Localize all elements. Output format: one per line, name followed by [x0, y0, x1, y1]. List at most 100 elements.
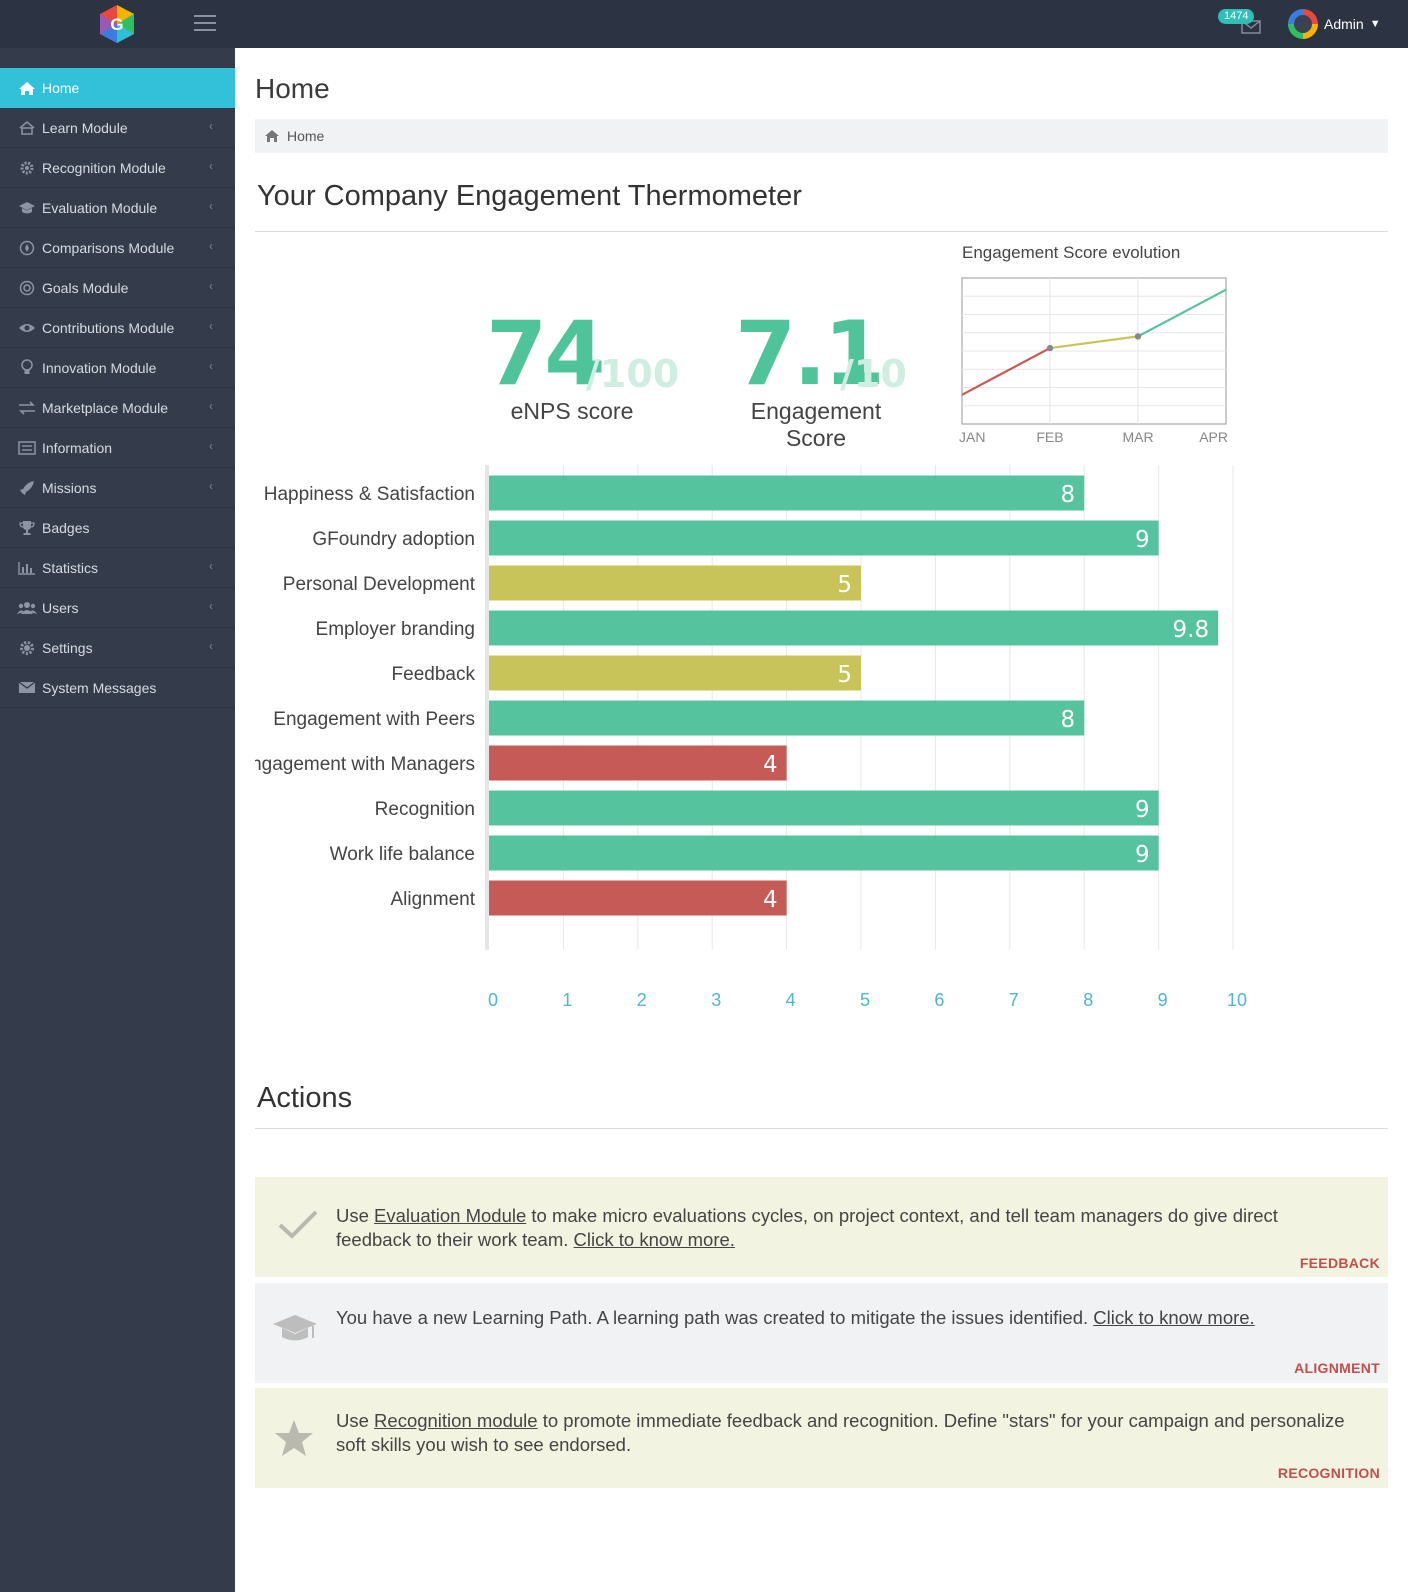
bar-value-label: 9 — [1135, 527, 1150, 553]
sidebar-item-missions[interactable]: Missions ‹ — [0, 468, 235, 508]
x-tick-label: 7 — [1009, 990, 1019, 1010]
sidebar-item-information[interactable]: Information ‹ — [0, 428, 235, 468]
engagement-bar-chart: 8 Happiness & Satisfaction 9 GFoundry adopt… — [255, 465, 1247, 1010]
bar — [489, 745, 787, 781]
chevron-left-icon: ‹ — [209, 199, 213, 213]
bar — [489, 565, 861, 601]
evolution-chart-title: Engagement Score evolution — [962, 243, 1181, 262]
home-icon — [265, 130, 279, 142]
list-icon — [17, 440, 37, 456]
category-label: Personal Development — [283, 574, 476, 595]
chevron-left-icon: ‹ — [209, 279, 213, 293]
y-axis — [485, 465, 489, 950]
bar — [489, 700, 1085, 736]
know-more-link[interactable]: Click to know more. — [1093, 1307, 1255, 1328]
avatar — [1288, 9, 1318, 39]
action-card-feedback: Use Evaluation Module to make micro eval… — [255, 1177, 1388, 1277]
sidebar-item-label: Innovation Module — [42, 359, 157, 376]
home-outline-icon — [17, 120, 37, 136]
sidebar-item-label: Recognition Module — [42, 159, 166, 176]
sidebar-item-settings[interactable]: Settings ‹ — [0, 628, 235, 668]
action-tag: RECOGNITION — [1277, 1465, 1380, 1481]
bar — [489, 790, 1159, 826]
divider — [255, 231, 1388, 232]
users-icon — [17, 600, 37, 616]
sidebar-item-home[interactable]: Home — [0, 68, 235, 108]
category-label: Feedback — [392, 664, 476, 685]
evaluation-module-link[interactable]: Evaluation Module — [374, 1205, 527, 1226]
recognition-module-link[interactable]: Recognition module — [374, 1410, 538, 1431]
chevron-left-icon: ‹ — [209, 119, 213, 133]
engagement-value: 7.1 — [735, 302, 885, 405]
sidebar-item-learn-module[interactable]: Learn Module ‹ — [0, 108, 235, 148]
line-segment — [961, 347, 1051, 396]
sidebar-item-users[interactable]: Users ‹ — [0, 588, 235, 628]
eye-icon — [17, 320, 37, 336]
chevron-down-icon: ▼ — [1369, 18, 1381, 30]
x-tick-label: 5 — [860, 990, 870, 1010]
line-segment — [1137, 288, 1227, 338]
bar-value-label: 8 — [1061, 707, 1076, 733]
chevron-left-icon: ‹ — [209, 639, 213, 653]
action-tag: ALIGNMENT — [1294, 1360, 1380, 1376]
category-label: Recognition — [375, 799, 475, 820]
sidebar-item-goals-module[interactable]: Goals Module ‹ — [0, 268, 235, 308]
gear-icon — [17, 160, 37, 176]
home-icon — [17, 80, 37, 96]
sidebar-item-label: Information — [42, 439, 113, 456]
sidebar-item-evaluation-module[interactable]: Evaluation Module ‹ — [0, 188, 235, 228]
breadcrumb-home-link[interactable]: Home — [287, 128, 325, 144]
divider — [255, 1128, 1388, 1129]
bar — [489, 610, 1219, 646]
x-tick-label: MAR — [1122, 429, 1153, 445]
action-text: Use Evaluation Module to make micro eval… — [336, 1205, 1278, 1250]
data-point — [1134, 333, 1142, 340]
message-count-badge[interactable]: 1474 — [1218, 9, 1255, 24]
bar — [489, 520, 1159, 556]
x-tick-label: JAN — [959, 429, 985, 445]
bar — [489, 655, 861, 691]
sidebar-item-label: Comparisons Module — [42, 239, 175, 256]
sidebar-item-label: Missions — [42, 479, 97, 496]
chevron-left-icon: ‹ — [209, 479, 213, 493]
star-icon — [275, 1420, 313, 1456]
page-title: Home — [255, 73, 330, 104]
x-tick-label: 6 — [934, 990, 944, 1010]
bar-value-label: 4 — [763, 752, 778, 778]
envelope-icon — [17, 680, 37, 696]
know-more-link[interactable]: Click to know more. — [573, 1229, 735, 1250]
x-tick-label: 10 — [1227, 990, 1247, 1010]
sidebar-item-contributions-module[interactable]: Contributions Module ‹ — [0, 308, 235, 348]
sidebar-item-label: Statistics — [42, 559, 99, 576]
svg-text:G: G — [110, 15, 123, 34]
bar-value-label: 8 — [1061, 482, 1076, 508]
sidebar-item-comparisons-module[interactable]: Comparisons Module ‹ — [0, 228, 235, 268]
x-tick-label: 3 — [711, 990, 721, 1010]
enps-value: 74 — [486, 302, 605, 405]
breadcrumb: Home — [255, 119, 1388, 153]
sidebar-item-badges[interactable]: Badges — [0, 508, 235, 548]
bar-value-label: 9 — [1135, 842, 1150, 868]
sidebar-item-label: Settings — [42, 639, 93, 656]
line-segment — [1049, 335, 1139, 350]
sidebar-item-label: Learn Module — [42, 119, 128, 136]
bar-value-label: 5 — [837, 662, 852, 688]
sidebar-item-system-messages[interactable]: System Messages — [0, 668, 235, 708]
actions-title: Actions — [257, 1082, 353, 1114]
app-logo[interactable]: G — [98, 4, 136, 44]
sidebar-item-marketplace-module[interactable]: Marketplace Module ‹ — [0, 388, 235, 428]
sidebar-item-label: Badges — [42, 519, 90, 536]
sidebar-item-innovation-module[interactable]: Innovation Module ‹ — [0, 348, 235, 388]
sidebar-item-label: Users — [42, 599, 79, 616]
sidebar-item-statistics[interactable]: Statistics ‹ — [0, 548, 235, 588]
sidebar-item-label: Evaluation Module — [42, 199, 158, 216]
user-menu[interactable]: Admin ▼ — [1288, 9, 1381, 39]
sidebar-item-recognition-module[interactable]: Recognition Module ‹ — [0, 148, 235, 188]
user-name: Admin — [1324, 16, 1364, 32]
chevron-left-icon: ‹ — [209, 599, 213, 613]
x-tick-label: 4 — [786, 990, 796, 1010]
category-label: Happiness & Satisfaction — [264, 484, 475, 505]
menu-toggle-icon[interactable] — [194, 15, 216, 31]
chevron-left-icon: ‹ — [209, 159, 213, 173]
x-tick-label: 8 — [1083, 990, 1093, 1010]
